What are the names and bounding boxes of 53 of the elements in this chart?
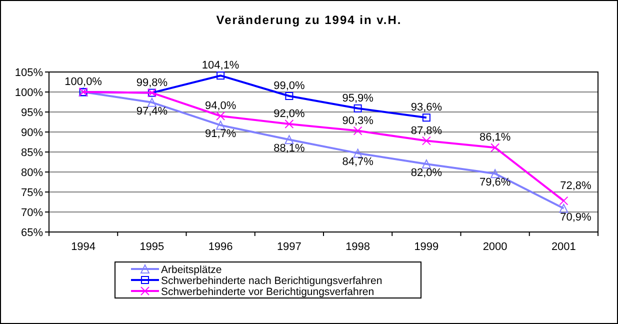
y-tick-label: 105% [14, 67, 44, 79]
point [422, 160, 431, 168]
point [284, 120, 294, 128]
data-label: 99,8% [136, 76, 168, 89]
data-label: 94,0% [204, 100, 236, 112]
point [354, 104, 362, 112]
data-label: 104,1% [202, 60, 240, 72]
data-label: 100,0% [64, 76, 102, 88]
point [490, 143, 500, 152]
y-tick-label: 90% [20, 127, 44, 139]
point [216, 72, 225, 80]
y-tick-label: 65% [20, 227, 44, 239]
x-tick-label: 1997 [276, 241, 302, 253]
y-tick-label: 75% [20, 187, 44, 199]
data-label: 72,8% [560, 180, 592, 192]
chart-title: Veränderung zu 1994 in v.H. [216, 13, 402, 27]
x-tick-label: 2000 [482, 241, 508, 253]
legend-label: Schwerbehinderte vor Berichtigungsverfahren [161, 286, 374, 298]
point [559, 196, 568, 206]
data-label: 88,1% [274, 142, 305, 155]
x-tick-label: 1999 [414, 241, 439, 253]
x-tick-label: 1998 [346, 241, 370, 253]
data-label: 93,6% [410, 102, 442, 114]
y-tick-label: 95% [20, 107, 44, 119]
y-tick-label: 85% [20, 147, 44, 159]
y-tick-label: 100% [14, 87, 44, 99]
data-label: 87,8% [410, 124, 442, 137]
point [285, 92, 294, 100]
point [422, 114, 430, 122]
x-tick-label: 1996 [208, 241, 233, 253]
point [147, 98, 156, 107]
x-tick-label: 2001 [551, 241, 576, 253]
legend-label: Schwerbehinderte nach Berichtigungsverfahren [161, 275, 382, 287]
x-tick-label: 1995 [140, 241, 164, 253]
point [353, 126, 362, 136]
data-label: 84,7% [342, 156, 374, 168]
y-tick-label: 80% [20, 167, 44, 179]
data-label: 70,9% [560, 211, 592, 224]
point [559, 204, 568, 213]
y-tick-label: 70% [20, 207, 44, 219]
data-label: 86,1% [479, 132, 511, 144]
data-label: 95,9% [342, 92, 374, 104]
data-label: 97,4% [136, 105, 168, 118]
data-label: 90,3% [342, 114, 374, 127]
point [422, 136, 431, 146]
data-label: 92,0% [274, 108, 305, 120]
legend-label: Arbeitsplätze [161, 264, 222, 276]
data-label: 91,7% [204, 128, 236, 140]
data-label: 79,6% [479, 176, 511, 189]
data-label: 82,0% [410, 167, 442, 179]
data-label: 99,0% [274, 80, 305, 92]
x-tick-label: 1994 [71, 241, 96, 253]
point [216, 112, 226, 120]
